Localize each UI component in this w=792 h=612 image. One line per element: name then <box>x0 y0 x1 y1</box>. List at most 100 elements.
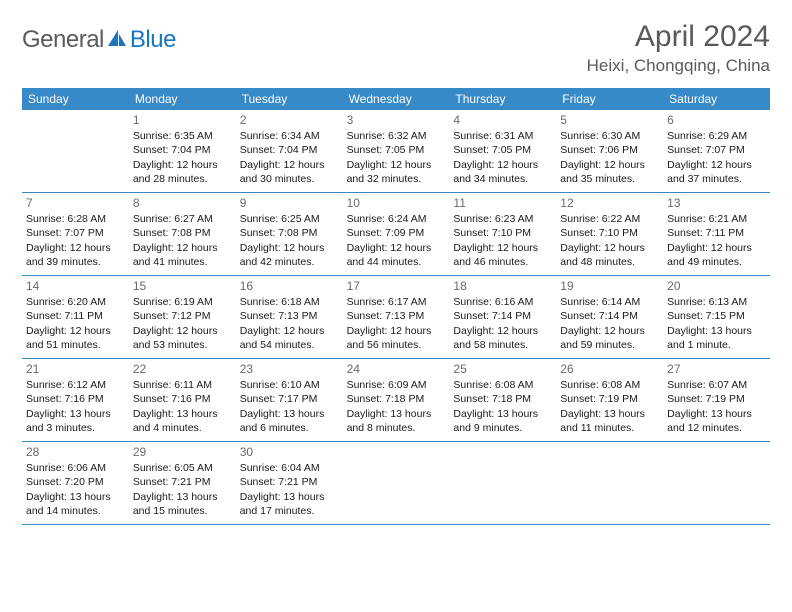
day-detail-line: Daylight: 13 hours <box>26 407 125 421</box>
weekday-monday: Monday <box>129 88 236 110</box>
day-cell: 27Sunrise: 6:07 AMSunset: 7:19 PMDayligh… <box>663 359 770 441</box>
day-detail-line: Daylight: 12 hours <box>26 241 125 255</box>
day-number: 23 <box>240 361 339 377</box>
day-cell: 21Sunrise: 6:12 AMSunset: 7:16 PMDayligh… <box>22 359 129 441</box>
day-cell: 11Sunrise: 6:23 AMSunset: 7:10 PMDayligh… <box>449 193 556 275</box>
day-cell: 4Sunrise: 6:31 AMSunset: 7:05 PMDaylight… <box>449 110 556 192</box>
day-detail-line: and 42 minutes. <box>240 255 339 269</box>
day-detail-line: Daylight: 12 hours <box>453 241 552 255</box>
day-detail-line: Sunset: 7:11 PM <box>667 226 766 240</box>
day-detail-line: Sunrise: 6:34 AM <box>240 129 339 143</box>
day-detail-line: Daylight: 12 hours <box>240 241 339 255</box>
day-detail-line: Sunset: 7:08 PM <box>133 226 232 240</box>
day-detail-line: Daylight: 12 hours <box>347 324 446 338</box>
day-detail-line: and 14 minutes. <box>26 504 125 518</box>
day-cell: 28Sunrise: 6:06 AMSunset: 7:20 PMDayligh… <box>22 442 129 524</box>
day-number: 20 <box>667 278 766 294</box>
day-detail-line: Sunrise: 6:10 AM <box>240 378 339 392</box>
day-number: 30 <box>240 444 339 460</box>
day-detail-line: and 44 minutes. <box>347 255 446 269</box>
day-detail-line: and 51 minutes. <box>26 338 125 352</box>
day-detail-line: Daylight: 12 hours <box>560 241 659 255</box>
day-cell <box>663 442 770 524</box>
day-number: 17 <box>347 278 446 294</box>
day-number: 5 <box>560 112 659 128</box>
day-detail-line: Sunrise: 6:07 AM <box>667 378 766 392</box>
day-detail-line: Sunset: 7:08 PM <box>240 226 339 240</box>
day-number: 1 <box>133 112 232 128</box>
day-number: 8 <box>133 195 232 211</box>
day-detail-line: Sunset: 7:10 PM <box>560 226 659 240</box>
day-number: 29 <box>133 444 232 460</box>
day-detail-line: Daylight: 13 hours <box>453 407 552 421</box>
day-cell <box>556 442 663 524</box>
day-cell: 8Sunrise: 6:27 AMSunset: 7:08 PMDaylight… <box>129 193 236 275</box>
day-number: 19 <box>560 278 659 294</box>
day-detail-line: and 6 minutes. <box>240 421 339 435</box>
day-detail-line: and 49 minutes. <box>667 255 766 269</box>
day-number: 27 <box>667 361 766 377</box>
day-detail-line: Sunrise: 6:21 AM <box>667 212 766 226</box>
day-cell: 24Sunrise: 6:09 AMSunset: 7:18 PMDayligh… <box>343 359 450 441</box>
day-detail-line: Sunset: 7:05 PM <box>347 143 446 157</box>
day-detail-line: Daylight: 12 hours <box>347 241 446 255</box>
day-number: 10 <box>347 195 446 211</box>
day-detail-line: and 41 minutes. <box>133 255 232 269</box>
calendar: Sunday Monday Tuesday Wednesday Thursday… <box>22 88 770 525</box>
day-detail-line: Sunrise: 6:17 AM <box>347 295 446 309</box>
day-detail-line: and 59 minutes. <box>560 338 659 352</box>
day-detail-line: Daylight: 12 hours <box>453 158 552 172</box>
day-detail-line: Sunrise: 6:19 AM <box>133 295 232 309</box>
day-detail-line: and 34 minutes. <box>453 172 552 186</box>
day-detail-line: Sunrise: 6:13 AM <box>667 295 766 309</box>
day-number: 11 <box>453 195 552 211</box>
logo-text-general: General <box>22 26 104 54</box>
day-detail-line: Daylight: 12 hours <box>453 324 552 338</box>
weekday-tuesday: Tuesday <box>236 88 343 110</box>
logo-sail-icon <box>106 28 128 53</box>
day-detail-line: Sunset: 7:09 PM <box>347 226 446 240</box>
day-detail-line: Sunset: 7:05 PM <box>453 143 552 157</box>
day-detail-line: Sunrise: 6:14 AM <box>560 295 659 309</box>
day-number: 22 <box>133 361 232 377</box>
day-detail-line: and 1 minute. <box>667 338 766 352</box>
day-detail-line: Sunrise: 6:31 AM <box>453 129 552 143</box>
day-detail-line: Sunrise: 6:35 AM <box>133 129 232 143</box>
day-cell: 18Sunrise: 6:16 AMSunset: 7:14 PMDayligh… <box>449 276 556 358</box>
weekday-saturday: Saturday <box>663 88 770 110</box>
day-detail-line: Daylight: 12 hours <box>133 158 232 172</box>
day-cell: 13Sunrise: 6:21 AMSunset: 7:11 PMDayligh… <box>663 193 770 275</box>
logo: General Blue <box>22 26 176 54</box>
day-detail-line: Sunset: 7:13 PM <box>347 309 446 323</box>
day-detail-line: Sunrise: 6:27 AM <box>133 212 232 226</box>
day-cell: 6Sunrise: 6:29 AMSunset: 7:07 PMDaylight… <box>663 110 770 192</box>
day-detail-line: and 58 minutes. <box>453 338 552 352</box>
day-detail-line: Sunset: 7:21 PM <box>240 475 339 489</box>
day-detail-line: Sunset: 7:19 PM <box>560 392 659 406</box>
day-detail-line: Sunset: 7:04 PM <box>133 143 232 157</box>
day-detail-line: Sunset: 7:21 PM <box>133 475 232 489</box>
day-detail-line: Daylight: 13 hours <box>667 407 766 421</box>
day-cell: 9Sunrise: 6:25 AMSunset: 7:08 PMDaylight… <box>236 193 343 275</box>
day-detail-line: Sunrise: 6:24 AM <box>347 212 446 226</box>
day-detail-line: Sunset: 7:16 PM <box>26 392 125 406</box>
day-detail-line: Daylight: 13 hours <box>667 324 766 338</box>
day-detail-line: Sunset: 7:04 PM <box>240 143 339 157</box>
day-detail-line: Sunset: 7:19 PM <box>667 392 766 406</box>
day-detail-line: and 53 minutes. <box>133 338 232 352</box>
day-detail-line: Sunset: 7:11 PM <box>26 309 125 323</box>
day-detail-line: Sunrise: 6:23 AM <box>453 212 552 226</box>
day-number: 3 <box>347 112 446 128</box>
day-detail-line: Sunrise: 6:20 AM <box>26 295 125 309</box>
day-detail-line: Daylight: 13 hours <box>240 490 339 504</box>
day-cell <box>22 110 129 192</box>
day-detail-line: and 28 minutes. <box>133 172 232 186</box>
day-cell: 26Sunrise: 6:08 AMSunset: 7:19 PMDayligh… <box>556 359 663 441</box>
month-title: April 2024 <box>587 20 770 54</box>
day-number: 28 <box>26 444 125 460</box>
day-detail-line: Sunset: 7:15 PM <box>667 309 766 323</box>
location: Heixi, Chongqing, China <box>587 56 770 76</box>
day-detail-line: and 9 minutes. <box>453 421 552 435</box>
day-detail-line: Daylight: 13 hours <box>347 407 446 421</box>
day-detail-line: Daylight: 12 hours <box>240 324 339 338</box>
